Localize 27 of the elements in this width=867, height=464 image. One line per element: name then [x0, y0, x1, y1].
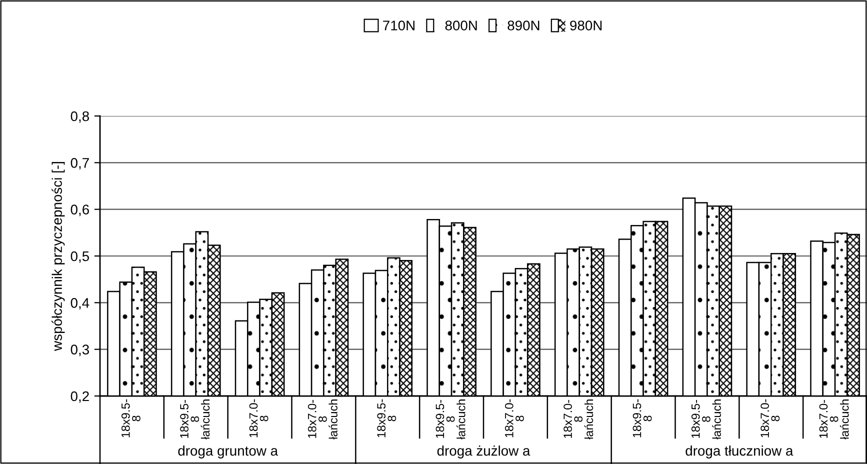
x-tick-label: 18x7.0-8 łańcuch: [819, 400, 849, 440]
x-tick-label: 18x7.0-8: [504, 399, 524, 438]
x-tick-label: 18x7.0-8 łańcuch: [564, 400, 594, 440]
x-tick-label: 18x9.5-8 łańcuch: [180, 400, 210, 440]
text: droga gruntow a: [178, 446, 278, 458]
x-tick-label: 18x9.5-8 łańcuch: [436, 400, 466, 440]
y-tick-label: 0,2: [70, 391, 89, 403]
y-tick-label: 0,4: [70, 298, 90, 310]
legend-label: 890N: [508, 20, 540, 30]
y-tick-label: 0,7: [70, 158, 89, 170]
y-tick-label: 0,8: [70, 111, 89, 123]
y-axis-title: współczynnik przyczepności [-]: [52, 162, 65, 351]
y-tick-label: 0,3: [70, 344, 89, 356]
text: droga żużlow a: [437, 446, 530, 458]
legend-label: 800N: [445, 20, 477, 30]
x-tick-label: 18x7.0-8: [760, 399, 780, 438]
text: droga tłuczniow a: [686, 446, 794, 458]
x-tick-label: 18x9.5-8 łańcuch: [691, 400, 721, 440]
x-tick-label: 18x9.5-8: [377, 399, 396, 438]
legend-label: 980N: [570, 20, 602, 30]
x-tick-label: 18x7.0-8 łańcuch: [308, 400, 338, 440]
x-tick-label: 18x9.5-8: [632, 399, 652, 438]
x-tick-label: 18x7.0-8: [249, 399, 268, 438]
legend-label: 710N: [383, 20, 414, 30]
y-tick-label: 0,6: [70, 204, 89, 216]
y-tick-label: 0,5: [70, 251, 90, 263]
x-tick-label: 18x9.5-8: [121, 399, 140, 438]
